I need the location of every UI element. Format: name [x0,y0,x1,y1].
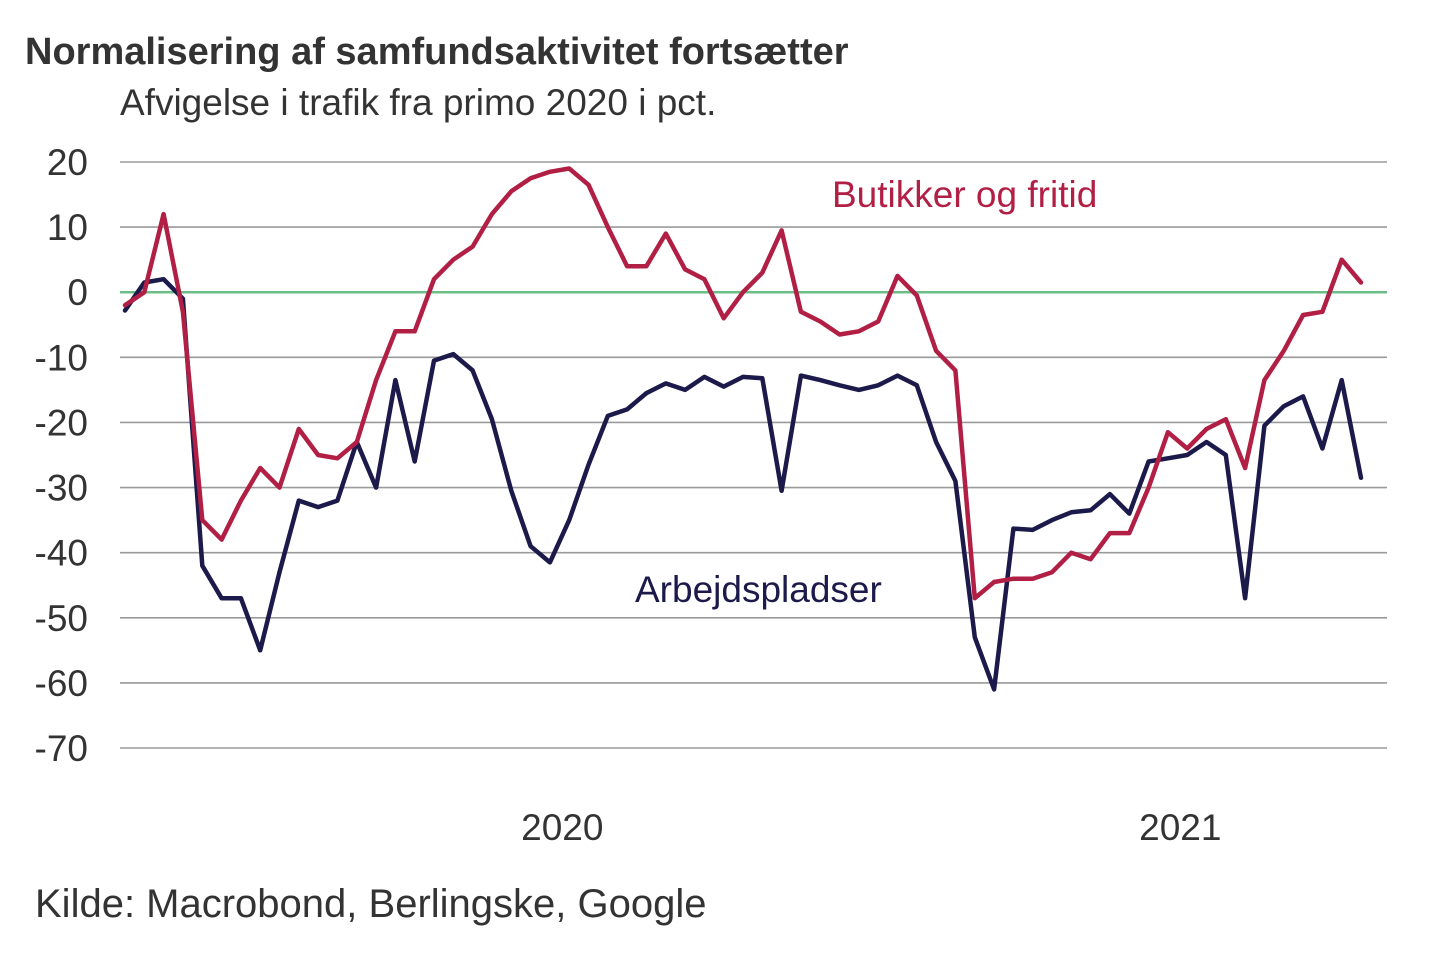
y-tick-label: -10 [35,337,88,378]
series-lines [120,166,1387,692]
series-label-butikker: Butikker og fritid [832,174,1097,215]
y-tick-label: 20 [47,142,88,183]
y-axis-ticks: 20 10 0 -10 -20 -30 -40 -50 -60 -70 [35,142,88,769]
y-tick-label: -30 [35,468,88,509]
chart-title: Normalisering af samfundsaktivitet forts… [25,31,849,73]
series-label-arbejdspladser: Arbejdspladser [635,569,882,610]
x-axis-ticks: 2020 2021 [521,807,1221,848]
series-line-arbejdspladser [122,276,1364,692]
y-tick-label: 0 [67,272,88,313]
y-tick-label: -40 [35,533,88,574]
source-note: Kilde: Macrobond, Berlingske, Google [35,882,706,926]
y-tick-label: -50 [35,598,88,639]
y-tick-label: -70 [35,728,88,769]
series-line-butikker-og-fritid [122,166,1364,601]
x-tick-label: 2021 [1139,807,1221,848]
y-tick-label: 10 [47,207,88,248]
y-tick-label: -20 [35,402,88,443]
grid-lines [120,161,1387,749]
chart-subtitle: Afvigelse i trafik fra primo 2020 i pct. [120,82,716,123]
x-tick-label: 2020 [521,807,603,848]
y-tick-label: -60 [35,663,88,704]
